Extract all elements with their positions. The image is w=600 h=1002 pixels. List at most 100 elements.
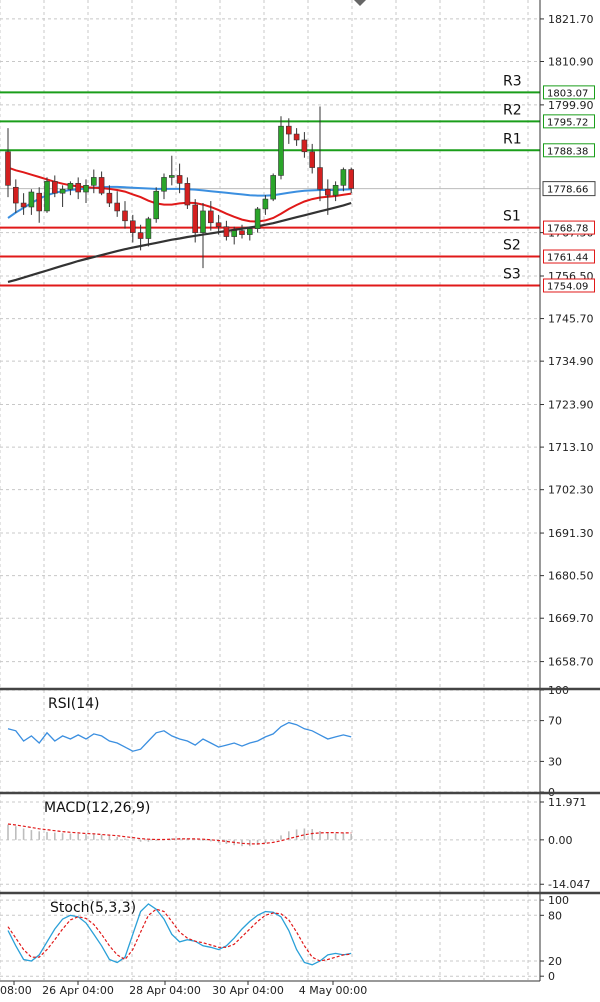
rsi-axis-tick-label: 70 <box>548 715 562 728</box>
candle-body <box>83 185 89 193</box>
candle-body <box>278 125 284 176</box>
time-tick-label: 30 Apr 04:00 <box>212 984 284 997</box>
ma-red-line <box>7 166 352 223</box>
stoch-d-line <box>7 908 352 962</box>
stoch-grid <box>0 894 540 980</box>
price-axis-tick-label: 1734.90 <box>548 355 594 368</box>
candle-body <box>169 175 175 178</box>
level-name-s3: S3 <box>503 266 521 282</box>
candle-body <box>340 169 347 186</box>
price-axis-tick-label: 1702.30 <box>548 484 594 497</box>
candle-body <box>75 183 81 193</box>
candle-body <box>293 133 300 141</box>
macd-axis-tick-label: 0.00 <box>548 834 573 847</box>
candle-body <box>13 186 19 204</box>
candle-body <box>231 230 237 237</box>
rsi-axis-tick-label: 30 <box>548 755 562 768</box>
candle-body <box>270 175 277 200</box>
level-tag-inner <box>544 86 594 99</box>
rsi-axis-tick-label: 100 <box>548 684 569 697</box>
candle-body <box>285 125 292 135</box>
candle-body <box>20 202 27 208</box>
candle-body <box>262 198 269 210</box>
rsi-title: RSI(14) <box>48 696 99 712</box>
price-axis-tick-label: 1691.30 <box>548 527 594 540</box>
macd-axis-tick-label: 11.971 <box>548 796 587 809</box>
candle-body <box>324 188 331 196</box>
candle-body <box>254 208 261 229</box>
level-tags: 1803.07 1795.72 1788.38 1768.78 1761.44 1754.… <box>542 85 596 293</box>
time-tick-label: 28 Apr 04:00 <box>129 984 201 997</box>
level-tag-value: 1761.44 <box>547 253 588 264</box>
rsi-line <box>7 721 352 752</box>
candle-body <box>184 183 191 206</box>
stoch-axis: 100 80 20 0 <box>540 894 569 983</box>
main-grid <box>0 0 540 688</box>
candle-body <box>192 204 198 233</box>
candle-body <box>153 190 159 220</box>
price-axis-tick-label: 1680.50 <box>548 570 594 583</box>
macd-signal-line <box>7 823 352 845</box>
stoch-lines <box>7 903 352 966</box>
level-tag-value: 1795.72 <box>547 117 588 128</box>
price-axis-tick-label: 1669.70 <box>548 612 594 625</box>
level-name-s2: S2 <box>503 238 521 254</box>
candle-body <box>122 210 128 222</box>
candle-body <box>114 202 120 212</box>
panel-frames <box>0 0 600 981</box>
candle-body <box>5 151 11 186</box>
level-tag-inner <box>544 115 594 128</box>
level-name-s1: S1 <box>503 209 521 225</box>
candle-body <box>176 175 183 184</box>
level-tag-inner <box>544 250 594 263</box>
price-axis-tick-label: 1799.90 <box>548 99 594 112</box>
candle-body <box>51 181 58 194</box>
price-axis-tick-label: 1713.10 <box>548 441 594 454</box>
candle-body <box>223 226 230 237</box>
rsi-panel: 10070300 RSI(14) <box>0 684 569 799</box>
candle-body <box>301 139 308 153</box>
current-price-tag-bg <box>542 181 596 197</box>
rsi-axis: 10070300 <box>540 684 569 799</box>
stoch-panel: 100 80 20 0 Stoch(5,3,3) <box>0 894 569 983</box>
candle-body <box>200 210 206 233</box>
candles <box>5 106 355 269</box>
candle-body <box>348 169 355 189</box>
level-name-r2: R2 <box>503 102 522 118</box>
candle-body <box>317 167 323 190</box>
price-axis-tick-label: 1723.90 <box>548 399 594 412</box>
candle-body <box>67 183 74 190</box>
candle-body <box>332 185 339 196</box>
candle-body <box>137 232 144 239</box>
stoch-title: Stoch(5,3,3) <box>50 900 136 916</box>
pivot-levels: R3 R2 R1 S1 S2 S3 <box>0 73 540 287</box>
level-name-r1: R1 <box>503 131 522 147</box>
candle-body <box>145 218 152 239</box>
level-name-r3: R3 <box>503 73 522 89</box>
current-price-value: 1778.66 <box>547 185 588 196</box>
level-tag-inner <box>544 221 594 234</box>
candle-body <box>106 192 113 204</box>
time-axis: 08:00 26 Apr 04:00 28 Apr 04:00 30 Apr 04:0… <box>0 980 540 997</box>
stoch-k-line <box>7 903 352 966</box>
stoch-axis-tick-label: 80 <box>548 909 562 922</box>
candle-body <box>215 222 222 228</box>
candle-body <box>130 220 136 233</box>
time-tick-label: 08:00 <box>0 984 32 997</box>
price-axis: 1821.701810.901799.901767.501756.501745.… <box>540 13 594 669</box>
price-axis-tick-label: 1658.70 <box>548 656 594 669</box>
price-axis-tick-label: 1810.90 <box>548 56 594 69</box>
macd-title: MACD(12,26,9) <box>44 800 150 816</box>
stoch-axis-tick-label: 20 <box>548 955 562 968</box>
macd-axis: 11.971 0.00 -14.047 <box>540 796 590 891</box>
time-tick-label: 26 Apr 04:00 <box>42 984 114 997</box>
level-tag-value: 1768.78 <box>547 224 588 235</box>
level-tag-value: 1788.38 <box>547 146 588 157</box>
macd-panel: 11.971 0.00 -14.047 MACD(12,26,9) <box>0 794 590 892</box>
macd-lines <box>7 823 353 847</box>
scroll-marker-icon[interactable] <box>354 0 366 6</box>
candle-body <box>239 230 245 235</box>
level-tag-value: 1803.07 <box>547 88 588 99</box>
